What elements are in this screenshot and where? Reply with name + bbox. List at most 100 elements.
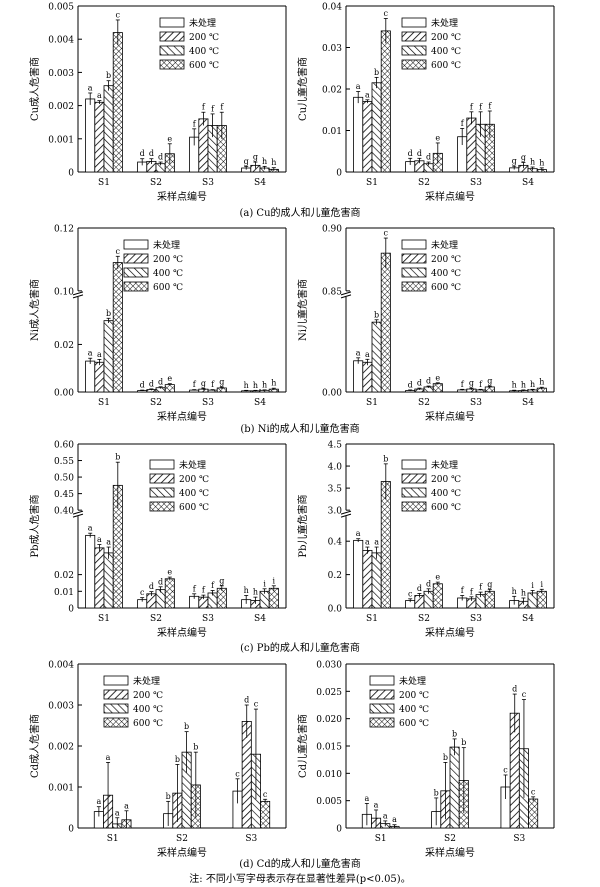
axis-break-mark: [72, 291, 84, 296]
significance-letter: f: [202, 586, 206, 595]
x-tick-label: S1: [98, 398, 110, 408]
bar: [103, 85, 114, 173]
y-tick-label: 0.85: [322, 287, 342, 297]
significance-letter: b: [461, 738, 466, 747]
significance-letter: h: [539, 378, 544, 387]
significance-letter: d: [408, 380, 413, 389]
legend-swatch: [103, 689, 129, 700]
significance-letter: i: [541, 580, 544, 589]
significance-letter: h: [530, 380, 535, 389]
significance-letter: h: [253, 588, 258, 597]
significance-letter: h: [539, 158, 544, 167]
legend-label: 400 ℃: [133, 705, 163, 715]
significance-letter: h: [512, 587, 517, 596]
significance-letter: f: [470, 102, 474, 111]
legend-swatch: [159, 59, 185, 70]
significance-letter: a: [356, 529, 361, 538]
significance-letter: f: [193, 380, 197, 389]
y-tick-label: 0.025: [316, 688, 342, 698]
bar: [371, 321, 382, 393]
chart-cd-child: 0 0.005 0.010 0.015 0.020 0.025 0.030 Cd儿童危害商采样…: [296, 661, 555, 859]
y-tick-label: 0.004: [48, 661, 74, 671]
x-axis-label: 采样点编号: [425, 410, 475, 423]
significance-letter: c: [503, 765, 508, 774]
legend-swatch: [369, 689, 395, 700]
significance-letter: d: [408, 149, 413, 158]
x-tick-label: S2: [150, 398, 162, 408]
significance-letter: b: [434, 788, 439, 797]
x-tick-label: S2: [418, 398, 430, 408]
significance-letter: a: [88, 83, 93, 92]
significance-letter: a: [364, 794, 369, 803]
y-tick-label: 0.002: [48, 102, 74, 112]
legend-label: 200 ℃: [179, 475, 209, 485]
legend-label: 未处理: [153, 239, 180, 251]
significance-letter: b: [175, 755, 180, 764]
y-tick-label: 0: [68, 825, 74, 835]
y-tick-label: 0.003: [48, 69, 74, 79]
bar: [362, 549, 373, 609]
significance-letter: g: [253, 153, 258, 162]
legend-swatch: [401, 487, 427, 498]
x-axis-label: 采样点编号: [425, 190, 475, 203]
bar: [353, 539, 364, 609]
bar: [103, 552, 114, 609]
x-tick-label: S3: [202, 614, 214, 624]
significance-letter: f: [479, 102, 483, 111]
bar: [103, 320, 114, 393]
y-tick-label: 0.00: [322, 389, 342, 399]
x-tick-label: S4: [522, 614, 534, 624]
y-tick-label: 0.020: [316, 715, 342, 725]
significance-letter: h: [262, 157, 267, 166]
y-tick-label: 0.90: [322, 225, 342, 235]
x-axis-label: 采样点编号: [157, 190, 207, 203]
significance-letter: a: [365, 90, 370, 99]
significance-letter: f: [461, 119, 465, 128]
significance-letter: f: [488, 101, 492, 110]
legend-label: 600 ℃: [431, 61, 461, 71]
bar: [528, 798, 539, 829]
significance-letter: d: [140, 381, 145, 390]
y-tick-label: 0.50: [54, 474, 74, 484]
significance-letter: c: [235, 769, 240, 778]
x-tick-label: S3: [513, 834, 525, 844]
x-axis-label: 采样点编号: [425, 626, 475, 639]
significance-letter: f: [461, 380, 465, 389]
bar: [94, 547, 105, 609]
significance-letter: a: [124, 801, 129, 810]
legend-label: 600 ℃: [399, 719, 429, 729]
significance-letter: d: [149, 379, 154, 388]
chart-cd-adult: 00.0010.0020.0030.004Cd成人危害商采样点编号S1aaaaS…: [28, 661, 287, 859]
y-tick-label: 0.015: [316, 743, 342, 753]
x-tick-label: S3: [202, 178, 214, 188]
significance-letter: c: [384, 9, 389, 18]
significance-letter: b: [166, 792, 171, 801]
significance-letter: a: [115, 808, 120, 817]
significance-letter: d: [149, 582, 154, 591]
y-tick-label: 3.0: [328, 507, 343, 517]
x-tick-label: S3: [202, 398, 214, 408]
significance-letter: a: [106, 538, 111, 547]
x-tick-label: S1: [98, 178, 110, 188]
significance-letter: f: [479, 380, 483, 389]
legend-label: 200 ℃: [431, 33, 461, 43]
x-axis-label: 采样点编号: [157, 626, 207, 639]
y-tick-label: 0.02: [54, 571, 74, 581]
significance-letter: i: [273, 576, 276, 585]
significance-letter: g: [469, 379, 474, 388]
y-tick-label: 0.030: [316, 661, 342, 671]
legend-swatch: [123, 239, 149, 250]
legend-label: 200 ℃: [399, 691, 429, 701]
y-tick-label: 0: [68, 169, 74, 179]
legend-label: 600 ℃: [189, 61, 219, 71]
legend-label: 400 ℃: [153, 269, 183, 279]
bar: [353, 96, 364, 173]
y-axis-label: Pb成人危害商: [28, 494, 41, 557]
caption-c: (c) Pb的成人和儿童危害商: [240, 641, 360, 654]
axis-break-mark: [72, 294, 84, 299]
significance-letter: e: [167, 374, 172, 383]
significance-letter: g: [512, 157, 517, 166]
significance-letter: h: [521, 588, 526, 597]
y-tick-label: 0: [336, 169, 342, 179]
y-tick-label: 0.40: [54, 507, 74, 517]
